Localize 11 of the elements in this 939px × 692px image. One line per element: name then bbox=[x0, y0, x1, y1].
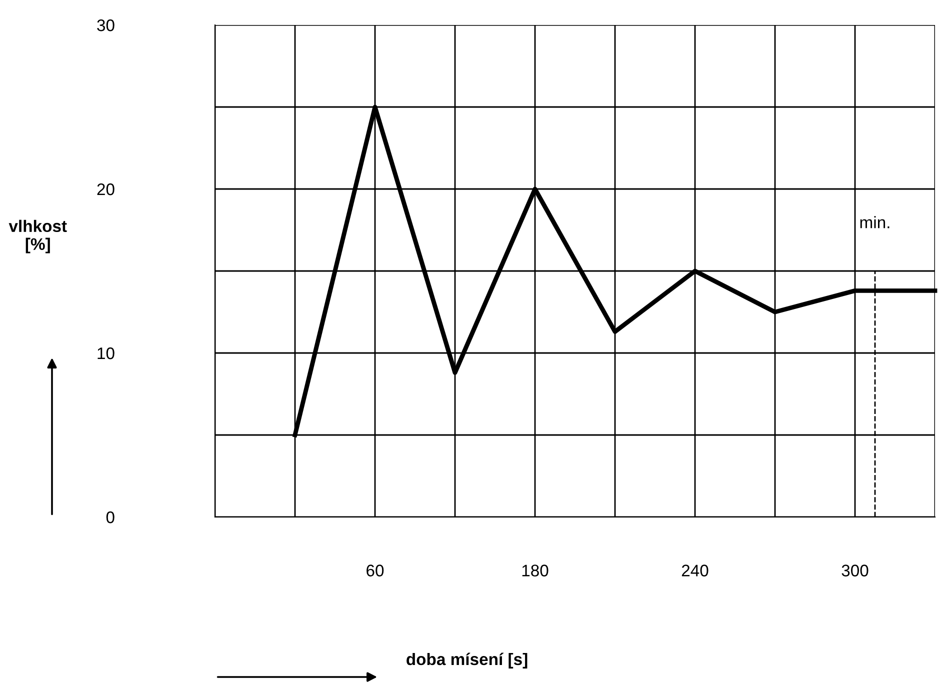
y-tick-label: 10 bbox=[98, 347, 114, 360]
x-axis-title: doba mísení [s] bbox=[406, 652, 528, 668]
y-axis-title: vlhkost [%] bbox=[8, 220, 67, 254]
x-tick-label: 300 bbox=[842, 564, 868, 576]
x-tick-label: 180 bbox=[522, 564, 548, 576]
y-tick-label: 0 bbox=[106, 511, 114, 524]
y-tick-label: 30 bbox=[97, 19, 114, 32]
x-tick-label: 240 bbox=[682, 564, 708, 576]
x-tick-label: 60 bbox=[366, 564, 384, 576]
y-tick-label: 20 bbox=[97, 183, 114, 196]
annotation: min. bbox=[860, 216, 890, 228]
